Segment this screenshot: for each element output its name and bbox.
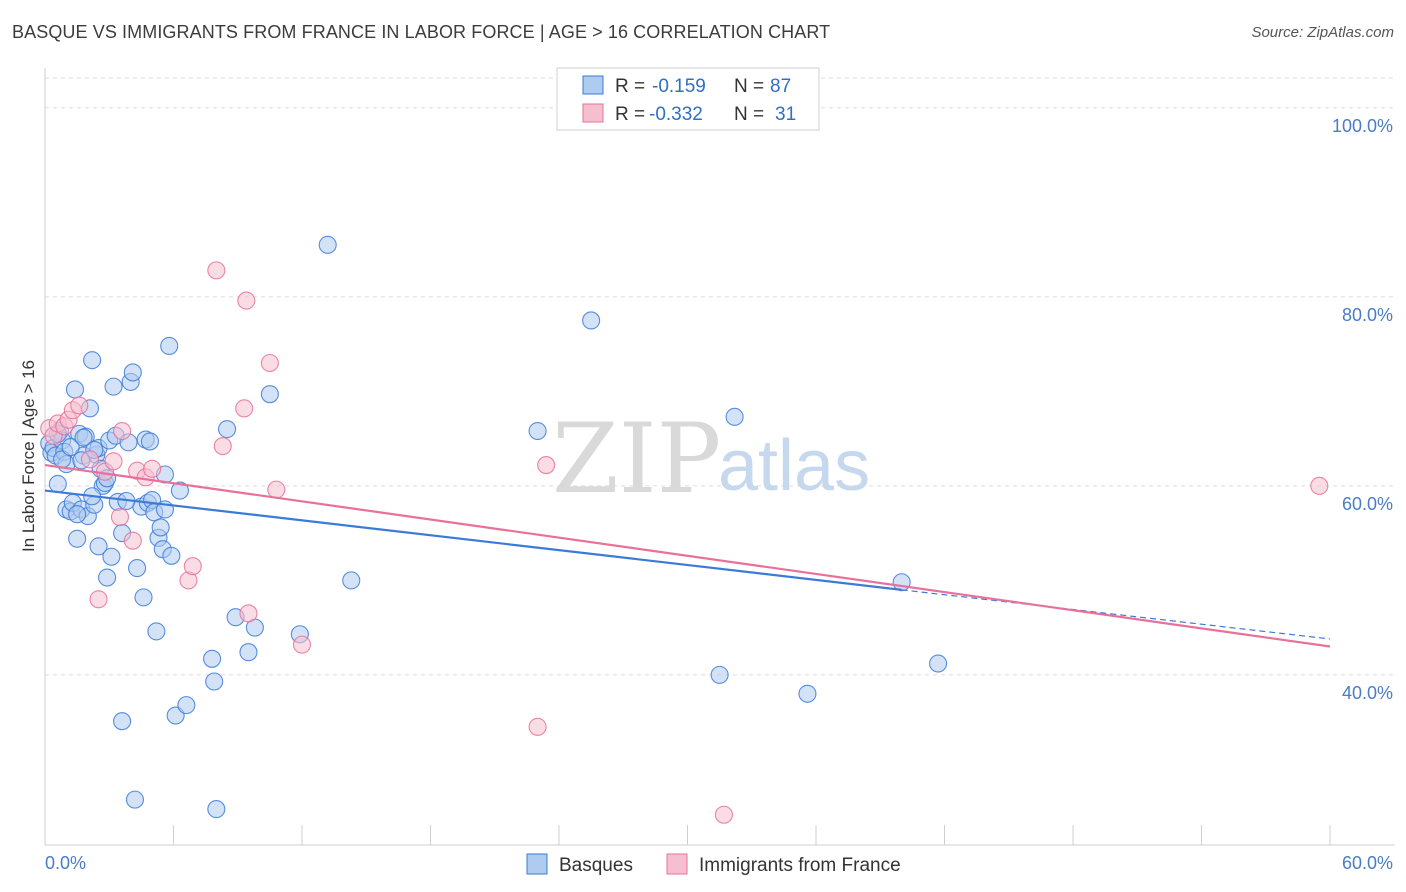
basques-point <box>318 235 337 254</box>
basques-point <box>260 385 279 404</box>
basques-point <box>48 474 67 494</box>
x-tick-label-min: 0.0% <box>45 853 86 873</box>
legend-n-value-1: 87 <box>770 76 791 97</box>
basques-point <box>140 432 159 451</box>
legend-swatch-france <box>582 103 604 123</box>
france-point <box>113 421 132 441</box>
x-tick-label-max: 60.0% <box>1342 853 1393 873</box>
basques-point <box>102 547 121 566</box>
legend-r-value-2: -0.332 <box>649 104 703 125</box>
france-point <box>1310 476 1329 495</box>
basques-point <box>89 537 108 556</box>
bottom-legend-swatch-basques <box>526 853 548 875</box>
france-point <box>292 635 312 654</box>
france-point <box>235 399 254 418</box>
bottom-legend-swatch-france <box>666 853 688 875</box>
legend-n-value-2: 31 <box>775 104 796 125</box>
trend-line-france <box>44 463 1331 648</box>
basques-point <box>134 588 153 607</box>
basques-point <box>98 568 117 587</box>
bottom-legend-basques: Basques <box>559 855 633 876</box>
grid-lines <box>45 77 1395 676</box>
correlation-legend: R = -0.159 N = 87 R = -0.332 N = 31 <box>556 67 820 131</box>
basques-point <box>203 649 222 668</box>
y-tick-label-100: 100.0% <box>1332 116 1393 136</box>
basques-point <box>128 559 147 578</box>
x-tick-labels: 0.0% 60.0% <box>45 853 1393 873</box>
france-point <box>110 507 130 527</box>
y-tick-labels: 40.0% 60.0% 80.0% 100.0% <box>1332 116 1393 703</box>
basques-point <box>170 481 189 500</box>
basques-point <box>123 363 142 382</box>
france-point <box>213 437 232 456</box>
watermark: ZIP atlas <box>552 403 870 515</box>
basques-point <box>710 665 729 684</box>
france-point <box>714 805 733 824</box>
basques-point <box>125 790 144 809</box>
trend-lines <box>44 463 1331 648</box>
bottom-legend-france: Immigrants from France <box>699 855 901 876</box>
basques-point <box>61 438 80 457</box>
axes <box>44 68 1395 846</box>
basques-point <box>68 505 87 524</box>
legend-r-value-1: -0.159 <box>652 76 706 97</box>
basques-point <box>104 377 123 396</box>
basques-point <box>151 518 170 537</box>
series-immigrants-from-france <box>40 261 1329 824</box>
trend-line-basques-extension <box>901 589 1331 640</box>
y-tick-label-60: 60.0% <box>1342 494 1393 514</box>
basques-point <box>528 421 547 441</box>
basques-point <box>342 571 361 590</box>
france-point <box>183 557 202 576</box>
basques-point <box>160 336 179 356</box>
basques-point <box>74 428 93 447</box>
basques-point <box>65 380 85 399</box>
watermark-atlas: atlas <box>718 426 870 506</box>
france-point <box>237 291 256 310</box>
basques-point <box>68 529 87 548</box>
france-point <box>267 480 286 499</box>
france-point <box>239 604 258 623</box>
france-point <box>70 396 89 415</box>
france-point <box>260 353 279 373</box>
france-point <box>528 717 547 736</box>
y-axis-label: In Labor Force | Age > 16 <box>19 360 38 552</box>
legend-n-label-2: N = <box>734 104 764 125</box>
basques-point <box>217 420 237 439</box>
france-point <box>80 450 100 469</box>
y-tick-label-80: 80.0% <box>1342 305 1393 325</box>
watermark-zip: ZIP <box>552 403 721 515</box>
france-point <box>123 531 142 550</box>
basques-point <box>798 684 817 703</box>
source-label: Source: ZipAtlas.com <box>1251 24 1394 41</box>
basques-point <box>177 696 196 715</box>
legend-n-label-1: N = <box>734 76 764 97</box>
basques-point <box>582 311 601 330</box>
france-point <box>537 456 556 475</box>
basques-point <box>83 351 102 370</box>
legend-swatch-basques <box>582 75 604 95</box>
legend-r-label-2: R = <box>615 104 645 125</box>
basques-point <box>205 672 224 691</box>
france-point <box>104 452 123 471</box>
series-basques <box>40 235 948 819</box>
basques-point <box>113 712 132 731</box>
chart-title: BASQUE VS IMMIGRANTS FROM FRANCE IN LABO… <box>12 22 831 42</box>
trend-line-basques <box>44 489 902 591</box>
series-legend: Basques Immigrants from France <box>526 853 901 876</box>
basques-point <box>162 546 181 565</box>
basques-point <box>207 800 226 819</box>
france-point <box>207 261 226 280</box>
y-tick-label-40: 40.0% <box>1342 683 1393 703</box>
basques-point <box>239 643 258 662</box>
basques-point <box>929 654 948 673</box>
basques-point <box>725 407 744 426</box>
france-point <box>143 459 162 478</box>
legend-r-label-1: R = <box>615 76 645 97</box>
basques-point <box>147 622 166 641</box>
france-point <box>89 590 108 609</box>
